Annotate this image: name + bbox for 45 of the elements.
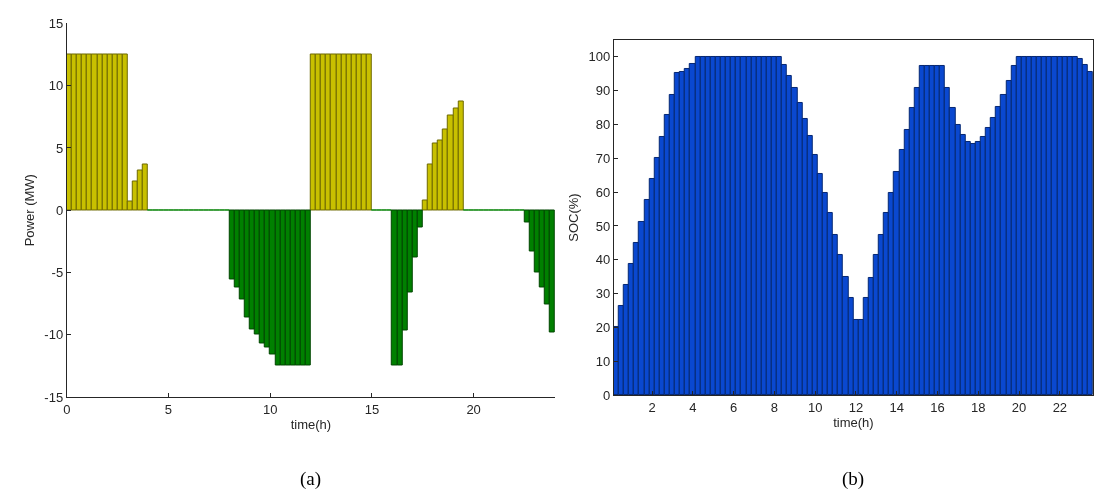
x-tick-label: 22 (1052, 399, 1068, 415)
y-axis-title: Power (MW) (22, 174, 38, 247)
y-tick-label: 40 (595, 252, 611, 268)
y-tick-label: 5 (55, 140, 64, 156)
x-tick-label: 10 (262, 401, 278, 417)
x-tick-label: 20 (1011, 399, 1027, 415)
y-tick-label: -5 (51, 265, 64, 281)
y-tick-label: 30 (595, 286, 611, 302)
y-tick-label: 20 (595, 319, 611, 335)
text: (b) (842, 468, 865, 490)
x-tick-label: 6 (729, 399, 738, 415)
bar (141, 163, 148, 211)
y-tick-label: -15 (44, 389, 64, 405)
y-tick-label: 10 (595, 353, 611, 369)
y-tick-label: -10 (44, 327, 64, 343)
x-tick-label: 2 (648, 399, 656, 415)
x-tick-label: 15 (364, 401, 380, 417)
y-tick-label: 0 (602, 387, 611, 403)
bar (365, 53, 372, 211)
x-tick-label: 5 (164, 401, 173, 417)
bar (304, 209, 311, 366)
x-tick-label: 16 (930, 399, 945, 415)
x-tick-label: 18 (971, 399, 986, 415)
x-tick-label: 14 (889, 399, 904, 415)
x-tick-label: 4 (689, 399, 697, 415)
y-tick-label: 15 (48, 16, 64, 32)
y-axis-title: SOC(%) (566, 193, 582, 242)
y-tick-label: 0 (55, 202, 64, 218)
y-tick-label: 10 (48, 78, 64, 94)
x-axis-title: time(h) (290, 417, 332, 433)
bar (121, 53, 128, 211)
x-tick-label: 12 (848, 399, 864, 415)
y-tick-label: 50 (595, 218, 611, 234)
bar (66, 53, 72, 211)
x-tick-label: 8 (770, 399, 778, 415)
text: (a) (300, 468, 322, 490)
x-axis-title: time(h) (833, 415, 874, 431)
y-tick-label: 90 (595, 83, 611, 99)
bar (457, 100, 464, 211)
y-tick-label: 70 (595, 150, 611, 166)
y-tick-label: 100 (588, 49, 611, 65)
y-tick-label: 80 (595, 117, 611, 133)
y-tick-label: 60 (595, 184, 611, 200)
x-tick-label: 10 (807, 399, 823, 415)
x-tick-label: 20 (466, 401, 481, 417)
